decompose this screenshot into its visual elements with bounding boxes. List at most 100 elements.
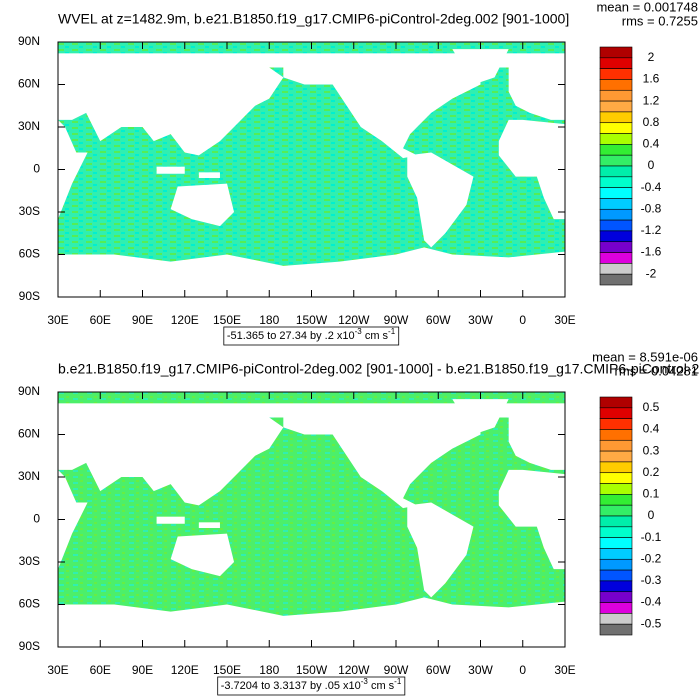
colorbar-box xyxy=(599,154,633,167)
lon-label: 60E xyxy=(90,663,111,677)
colorbar-label: 0.1 xyxy=(643,487,660,501)
colorbar-box xyxy=(599,241,633,253)
lon-label: 120W xyxy=(338,313,370,327)
colorbar-box xyxy=(599,515,633,528)
lon-label: 30E xyxy=(47,313,68,327)
mean-label: mean = 8.591e-06 xyxy=(592,349,698,364)
colorbar-label: 0.5 xyxy=(643,400,660,414)
colorbar-label: -0.5 xyxy=(641,616,662,630)
colorbar-label: -0.3 xyxy=(641,573,662,587)
colorbar-box xyxy=(599,450,633,463)
colorbar-label: 1.2 xyxy=(643,93,660,107)
lon-label: 90W xyxy=(384,313,409,327)
colorbar-box xyxy=(599,57,633,69)
colorbar-box xyxy=(599,198,633,210)
colorbar-box xyxy=(599,396,633,409)
lat-label: 90N xyxy=(18,384,40,398)
lat-label: 90S xyxy=(19,639,40,653)
lat-label: 30N xyxy=(18,469,40,483)
colorbar-label: 2 xyxy=(648,50,655,64)
colorbar-box xyxy=(599,504,633,517)
lat-label: 90S xyxy=(19,289,40,303)
range-exp: -3 xyxy=(361,677,369,686)
range-note: -3.7204 to 3.3137 by .05 x10-3 cm s-1 xyxy=(221,677,402,692)
colorbar-box xyxy=(599,472,633,484)
colorbar-label: -2 xyxy=(646,266,657,280)
colorbar-box xyxy=(599,461,633,474)
mean-label: mean = 0.001748 xyxy=(596,0,698,14)
colorbar-box xyxy=(599,483,633,495)
colorbar-label: -1.6 xyxy=(641,245,662,259)
colorbar-box xyxy=(599,89,633,102)
lat-label: 0 xyxy=(33,162,40,176)
colorbar-label: -0.8 xyxy=(641,201,662,215)
lon-label: 180 xyxy=(259,313,279,327)
colorbar-label: -0.4 xyxy=(641,595,662,609)
lon-label: 150W xyxy=(296,663,328,677)
range-text: -51.365 to 27.34 by .2 x10 xyxy=(227,330,355,342)
lon-label: 90E xyxy=(132,663,153,677)
lat-label: 60N xyxy=(18,427,40,441)
colorbar-box xyxy=(599,439,633,452)
colorbar-box xyxy=(599,558,633,571)
lon-label: 150E xyxy=(213,663,241,677)
colorbar-box xyxy=(599,208,633,221)
colorbar-label: 0.4 xyxy=(643,422,660,436)
range-exp: -3 xyxy=(355,327,363,336)
colorbar-label: 0 xyxy=(648,158,655,172)
colorbar-box xyxy=(599,494,633,506)
colorbar-label: -0.1 xyxy=(641,530,662,544)
lon-label: 120E xyxy=(171,663,199,677)
panel-title: b.e21.B1850.f19_g17.CMIP6-piControl-2deg… xyxy=(58,361,700,377)
lat-label: 0 xyxy=(33,512,40,526)
lon-label: 30W xyxy=(468,313,493,327)
colorbar-box xyxy=(599,526,633,538)
colorbar-box xyxy=(599,273,633,286)
range-unit: cm s xyxy=(362,330,389,342)
colorbar-box xyxy=(599,263,633,275)
colorbar-box xyxy=(599,569,633,582)
lat-label: 30N xyxy=(18,119,40,133)
rms-label: rms = 0.04281 xyxy=(615,363,698,378)
colorbar-box xyxy=(599,144,633,156)
colorbar-label: -0.4 xyxy=(641,180,662,194)
colorbar-box xyxy=(599,176,633,188)
lon-label: 60E xyxy=(90,313,111,327)
colorbar-label: 0 xyxy=(648,508,655,522)
colorbar-box xyxy=(599,46,633,59)
colorbar-box xyxy=(599,548,633,560)
colorbar-box xyxy=(599,418,633,430)
colorbar-box xyxy=(599,429,633,441)
lat-label: 60S xyxy=(19,597,40,611)
lon-label: 90E xyxy=(132,313,153,327)
lon-label: 90W xyxy=(384,663,409,677)
colorbar-box xyxy=(599,537,633,549)
colorbar-box xyxy=(599,230,633,243)
colorbar-label: 0.2 xyxy=(643,465,660,479)
colorbar-box xyxy=(599,580,633,593)
colorbar-box xyxy=(599,407,633,419)
lon-label: 60W xyxy=(426,313,451,327)
colorbar-box xyxy=(599,613,633,625)
colorbar-box xyxy=(599,165,633,178)
colorbar-label: 1.6 xyxy=(643,72,660,86)
range-unit-exp: -1 xyxy=(388,327,396,336)
lon-label: 120E xyxy=(171,313,199,327)
colorbar-box xyxy=(599,79,633,91)
range-box xyxy=(217,676,406,696)
colorbar-box xyxy=(599,252,633,264)
lon-label: 150E xyxy=(213,313,241,327)
lon-label: 60W xyxy=(426,663,451,677)
lat-label: 90N xyxy=(18,34,40,48)
range-text: -3.7204 to 3.3137 by .05 x10 xyxy=(221,680,361,692)
colorbar-box xyxy=(599,187,633,199)
lon-label: 30W xyxy=(468,663,493,677)
range-box xyxy=(223,326,400,346)
lat-label: 60S xyxy=(19,247,40,261)
rms-label: rms = 0.7255 xyxy=(622,13,698,28)
colorbar-label: -0.2 xyxy=(641,551,662,565)
colorbar-box xyxy=(599,602,633,614)
colorbar-box xyxy=(599,68,633,80)
colorbar-box xyxy=(599,122,633,134)
colorbar-box xyxy=(599,623,633,636)
